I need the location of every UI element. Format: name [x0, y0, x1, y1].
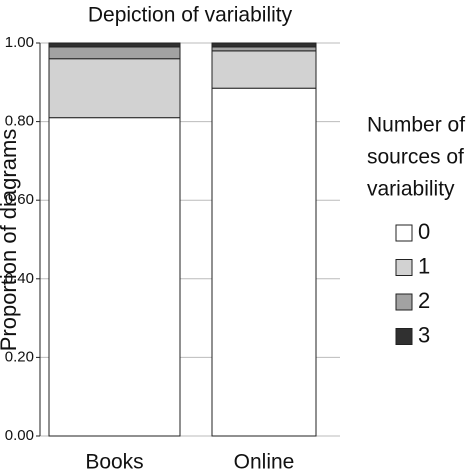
x-tick-label: Online [234, 451, 295, 474]
bar-segment [48, 58, 181, 119]
legend-title: sources of [367, 146, 464, 169]
bar-segment [48, 42, 181, 48]
y-tick-label: 1.00 [5, 34, 34, 51]
legend-label: 2 [418, 288, 430, 313]
legend-label: 0 [418, 219, 430, 244]
x-tick-label: Books [85, 451, 143, 474]
bar-segment [211, 46, 317, 52]
bar-segment [48, 117, 181, 437]
legend-label: 1 [418, 253, 430, 278]
legend-swatch [395, 259, 413, 276]
y-axis-label: Proportion of diagrams [0, 129, 21, 352]
legend-title: Number of [367, 114, 465, 137]
legend-swatch [395, 293, 413, 311]
legend-label: 3 [418, 322, 430, 347]
y-tick-label: 0.40 [5, 270, 34, 287]
y-tick-label: 0.00 [5, 427, 34, 444]
legend-title: variability [367, 178, 455, 201]
bar-segment [211, 42, 317, 48]
bar-segment [48, 46, 181, 60]
y-tick-label: 0.80 [5, 113, 34, 130]
legend-swatch [395, 224, 413, 242]
bar-segment [211, 87, 317, 437]
y-tick-label: 0.60 [5, 191, 34, 208]
chart-title: Depiction of variability [88, 4, 293, 27]
y-tick-label: 0.20 [5, 348, 34, 365]
legend-swatch [395, 328, 413, 345]
bar-segment [211, 50, 317, 89]
